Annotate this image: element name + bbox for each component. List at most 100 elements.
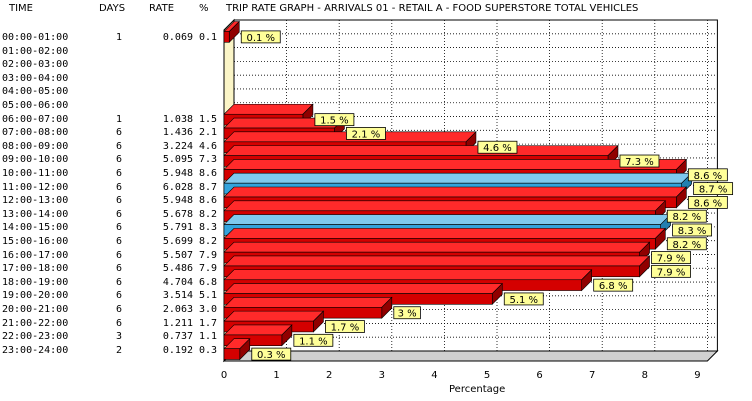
time-cell: 05:00-06:00 <box>2 100 69 111</box>
percent-cell: 0.3 <box>198 344 217 356</box>
days-cell: 1 <box>115 32 122 43</box>
data-label: 7.9 % <box>657 267 686 278</box>
x-tick-label: 1 <box>273 370 279 381</box>
data-label-box <box>477 140 518 154</box>
data-label: 8.2 % <box>673 240 702 251</box>
bar-top-face <box>223 324 293 336</box>
percent-cell: 1.7 <box>198 317 217 329</box>
days-cell: 6 <box>115 304 122 315</box>
percent-cell: 7.3 <box>198 154 217 166</box>
bar <box>223 31 230 43</box>
data-label: 8.7 % <box>699 185 728 196</box>
data-label: 3 % <box>398 309 417 320</box>
time-cell: 00:00-01:00 <box>2 32 69 43</box>
time-cell: 21:00-22:00 <box>2 317 69 329</box>
percent-cell: 8.3 <box>198 222 217 234</box>
data-label-box <box>651 264 691 278</box>
data-label-box <box>593 278 634 292</box>
data-label: 0.1 % <box>246 33 275 44</box>
bar <box>223 348 241 360</box>
days-cell: 6 <box>115 236 122 247</box>
time-cell: 22:00-23:00 <box>2 331 69 343</box>
rate-cell: 3.224 <box>162 140 193 152</box>
rate-cell: 0.069 <box>162 32 193 43</box>
bar-top-face <box>223 159 688 170</box>
data-label-box <box>693 182 734 196</box>
bar-top-face <box>223 228 667 239</box>
days-cell: 3 <box>115 331 122 343</box>
time-cell: 08:00-09:00 <box>2 140 69 152</box>
data-label: 8.6 % <box>694 171 723 182</box>
data-label-box <box>651 251 691 264</box>
data-label: 4.6 % <box>483 143 512 154</box>
days-cell: 6 <box>115 290 122 302</box>
time-cell: 13:00-14:00 <box>2 208 69 220</box>
column-header-rate: RATE <box>149 3 175 14</box>
bar-top-face <box>223 103 314 115</box>
rate-cell: 1.436 <box>162 127 193 139</box>
data-label: 1.5 % <box>320 116 349 127</box>
time-cell: 23:00-24:00 <box>2 344 69 356</box>
percent-cell: 7.9 <box>198 263 217 275</box>
bar-top-face <box>223 283 503 294</box>
rate-cell: 6.028 <box>162 181 193 193</box>
percent-cell: 6.8 <box>198 276 217 288</box>
days-cell: 6 <box>115 249 122 261</box>
data-label: 1.1 % <box>299 336 328 347</box>
rate-cell: 5.507 <box>162 249 193 261</box>
days-cell: 6 <box>115 140 122 152</box>
percent-cell: 3.0 <box>198 304 217 315</box>
days-cell: 6 <box>115 222 122 234</box>
chart-floor <box>222 350 719 362</box>
bar-top-face <box>223 297 393 308</box>
time-cell: 16:00-17:00 <box>2 249 69 261</box>
bar-top-face <box>223 172 693 184</box>
rate-cell: 5.486 <box>162 263 193 275</box>
x-axis-label: Percentage <box>449 384 506 395</box>
percent-cell: 8.6 <box>198 195 217 207</box>
bar-top-face <box>223 200 667 212</box>
data-label: 6.8 % <box>599 281 628 292</box>
data-label-box <box>619 154 660 168</box>
percent-cell: 1.5 <box>198 113 217 125</box>
percent-cell: 8.7 <box>198 181 217 193</box>
rate-cell: 4.704 <box>162 276 193 288</box>
time-cell: 06:00-07:00 <box>2 113 69 125</box>
days-cell: 6 <box>115 181 122 193</box>
bar-top-face <box>223 310 325 322</box>
data-label-box <box>325 320 365 333</box>
percent-cell: 8.6 <box>198 168 217 179</box>
days-cell: 1 <box>115 113 122 125</box>
bar-top-face <box>223 241 651 253</box>
time-cell: 04:00-05:00 <box>2 86 69 98</box>
days-cell: 6 <box>115 168 122 179</box>
time-cell: 07:00-08:00 <box>2 127 69 139</box>
bar-top-face <box>223 214 672 225</box>
bar-top-face <box>223 255 651 267</box>
percent-cell: 1.1 <box>198 331 217 343</box>
data-label: 8.3 % <box>678 226 707 237</box>
data-label: 2.1 % <box>352 129 381 140</box>
days-cell: 6 <box>115 317 122 329</box>
data-label-box <box>672 223 712 237</box>
rate-cell: 5.699 <box>162 236 193 247</box>
percent-cell: 2.1 <box>198 127 217 139</box>
data-label: 7.3 % <box>625 157 654 168</box>
x-tick-label: 8 <box>642 370 648 381</box>
data-label: 8.2 % <box>673 212 702 223</box>
time-cell: 20:00-21:00 <box>2 304 69 315</box>
x-tick-label: 9 <box>694 370 700 381</box>
days-cell: 6 <box>115 154 122 166</box>
percent-cell: 7.9 <box>198 249 217 261</box>
x-tick-label: 4 <box>431 370 437 381</box>
data-label: 7.9 % <box>657 254 686 265</box>
days-cell: 6 <box>115 208 122 220</box>
x-tick-label: 7 <box>589 370 595 381</box>
column-header-days: DAYS <box>99 3 126 14</box>
rate-cell: 5.948 <box>162 168 193 179</box>
rate-cell: 2.063 <box>162 304 193 315</box>
data-label-box <box>314 113 355 127</box>
rate-cell: 3.514 <box>162 290 193 302</box>
percent-cell: 8.2 <box>198 236 217 247</box>
